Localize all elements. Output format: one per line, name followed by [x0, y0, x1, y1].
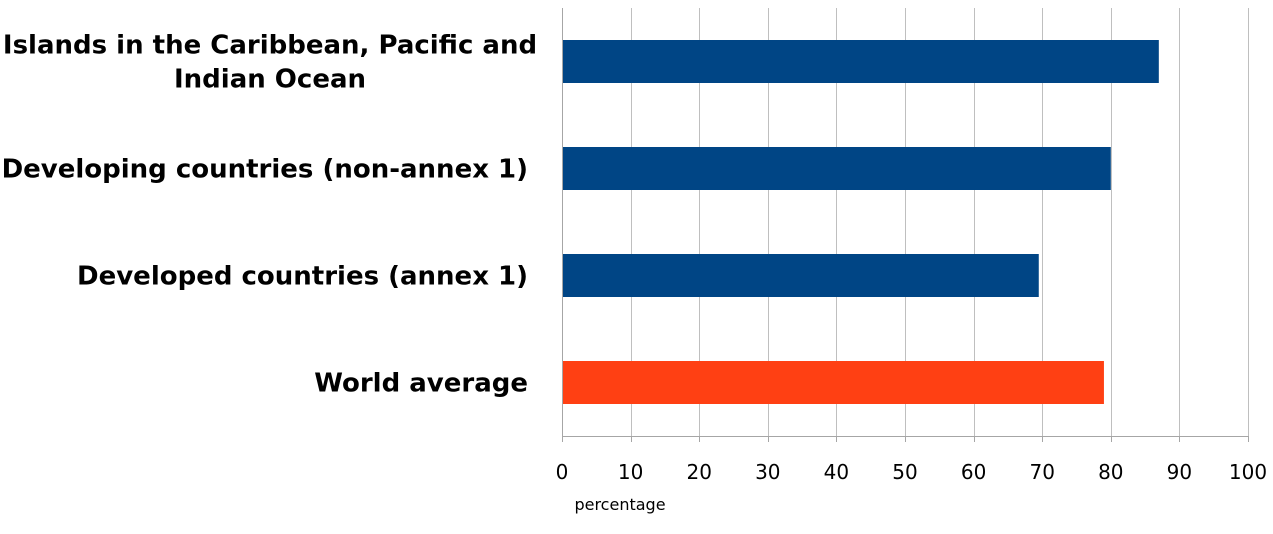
bars: [563, 40, 1159, 404]
x-tick-label: 30: [755, 460, 780, 484]
bar: [563, 254, 1039, 297]
category-labels: Islands in the Caribbean, Pacific and Ind…: [2, 31, 538, 399]
x-tick-label: 100: [1229, 460, 1267, 484]
category-label: Islands in the Caribbean, Pacific and: [3, 31, 537, 61]
x-tick-label: 70: [1029, 460, 1054, 484]
x-tick-label: 90: [1167, 460, 1192, 484]
bar: [563, 40, 1159, 83]
category-label: Indian Ocean: [174, 65, 366, 95]
x-tick-label: 40: [824, 460, 849, 484]
x-axis-title: percentage: [574, 495, 665, 514]
category-label: World average: [314, 369, 528, 399]
x-tick-label: 80: [1098, 460, 1123, 484]
bar: [563, 361, 1104, 404]
x-tick-labels: 0 10 20 30 40 50 60 70 80 90 100: [556, 460, 1267, 484]
x-tick-label: 10: [618, 460, 643, 484]
category-label: Developing countries (non-annex 1): [2, 155, 528, 185]
axes: [562, 8, 1249, 442]
x-tick-label: 20: [686, 460, 711, 484]
x-tick-label: 0: [556, 460, 569, 484]
bar: [563, 147, 1111, 190]
category-label: Developed countries (annex 1): [77, 262, 528, 292]
x-tick-label: 60: [961, 460, 986, 484]
x-tick-label: 50: [892, 460, 917, 484]
